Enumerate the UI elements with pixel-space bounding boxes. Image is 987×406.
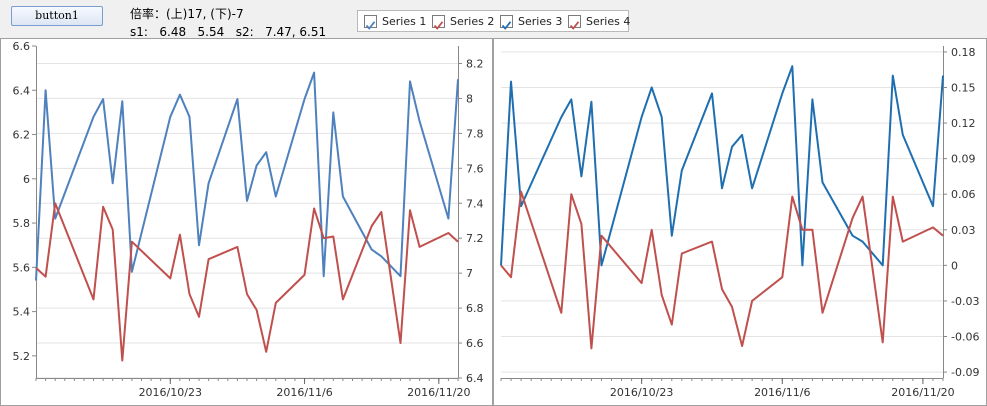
y-left-tick-label: 5.6 bbox=[13, 261, 31, 274]
check-icon bbox=[433, 21, 444, 30]
series-line-series-4 bbox=[500, 190, 944, 350]
y-right-tick-label: 6.6 bbox=[466, 337, 484, 350]
check-icon bbox=[569, 21, 580, 30]
checkbox-icon[interactable] bbox=[364, 15, 377, 30]
y-right-tick-label: 0.03 bbox=[951, 224, 976, 237]
chart-frame bbox=[0, 38, 493, 406]
x-tick-label: 2016/10/23 bbox=[139, 386, 202, 399]
check-icon bbox=[365, 21, 376, 30]
chart-frame bbox=[493, 38, 987, 406]
chart-right: 2016/10/23 2016/11/6 2016/11/20 -0.09 -0.06 -… bbox=[493, 38, 987, 406]
button1[interactable]: button1 bbox=[11, 6, 103, 26]
top-toolbar: button1 倍率：(上)17, (下)-7 s1: 6.48 5.54 s2… bbox=[0, 0, 987, 40]
y-left-tick-label: 6.4 bbox=[13, 84, 31, 97]
y-right-tick-label: 6.4 bbox=[466, 372, 484, 385]
y-right-tick-label: -0.06 bbox=[951, 331, 979, 344]
y-right-tick-label: 0 bbox=[951, 259, 958, 272]
y-right-tick-label: 7.6 bbox=[466, 162, 484, 175]
x-tick-label: 2016/11/6 bbox=[276, 386, 332, 399]
y-right-tick-label: 7.8 bbox=[466, 127, 484, 140]
y-left-tick-label: 6 bbox=[23, 173, 30, 186]
y-right-tick-label: 8.2 bbox=[466, 57, 484, 70]
y-left-tick-label: 6.6 bbox=[13, 40, 31, 53]
y-right-tick-label: 0.12 bbox=[951, 117, 976, 130]
y-right-tick-label: 8 bbox=[466, 92, 473, 105]
y-right-tick-label: 6.8 bbox=[466, 302, 484, 315]
chart-left: 2016/10/23 2016/11/6 2016/11/20 5.2 5.4 5.6 5.… bbox=[0, 38, 493, 406]
y-right-tick-label: 7.4 bbox=[466, 197, 484, 210]
series-line-series-3 bbox=[500, 65, 944, 267]
y-right-tick-label: -0.03 bbox=[951, 295, 979, 308]
y-right-tick-label: 0.18 bbox=[951, 46, 976, 59]
legend-label: Series 3 bbox=[518, 15, 563, 28]
x-tick-label: 2016/11/6 bbox=[754, 386, 810, 399]
y-left-tick-label: 6.2 bbox=[13, 129, 31, 142]
y-right-tick-label: -0.09 bbox=[951, 366, 979, 379]
x-tick-label: 2016/10/23 bbox=[610, 386, 673, 399]
y-right-tick-label: 0.09 bbox=[951, 153, 976, 166]
checkbox-icon[interactable] bbox=[568, 15, 581, 30]
checkbox-icon[interactable] bbox=[500, 15, 513, 30]
legend-label: Series 1 bbox=[382, 15, 427, 28]
y-left-tick-label: 5.8 bbox=[13, 217, 31, 230]
legend-label: Series 2 bbox=[450, 15, 495, 28]
y-left-tick-label: 5.2 bbox=[13, 350, 31, 363]
y-right-tick-label: 7 bbox=[466, 267, 473, 280]
ratio-label: 倍率：(上)17, (下)-7 bbox=[130, 7, 244, 21]
y-left-tick-label: 5.4 bbox=[13, 306, 31, 319]
legend: Series 1 Series 2 Series 3 Series 4 bbox=[357, 10, 631, 32]
series-line-series-1 bbox=[35, 71, 459, 281]
x-tick-label: 2016/11/20 bbox=[407, 386, 470, 399]
y-right-tick-label: 0.15 bbox=[951, 82, 976, 95]
legend-label: Series 4 bbox=[586, 15, 631, 28]
checkbox-icon[interactable] bbox=[432, 15, 445, 30]
y-right-tick-label: 0.06 bbox=[951, 188, 976, 201]
x-tick-label: 2016/11/20 bbox=[891, 386, 954, 399]
series-line-series-2 bbox=[35, 202, 459, 362]
check-icon bbox=[501, 21, 512, 30]
values-label: s1: 6.48 5.54 s2: 7.47, 6.51 bbox=[130, 25, 327, 39]
y-right-tick-label: 7.2 bbox=[466, 232, 484, 245]
